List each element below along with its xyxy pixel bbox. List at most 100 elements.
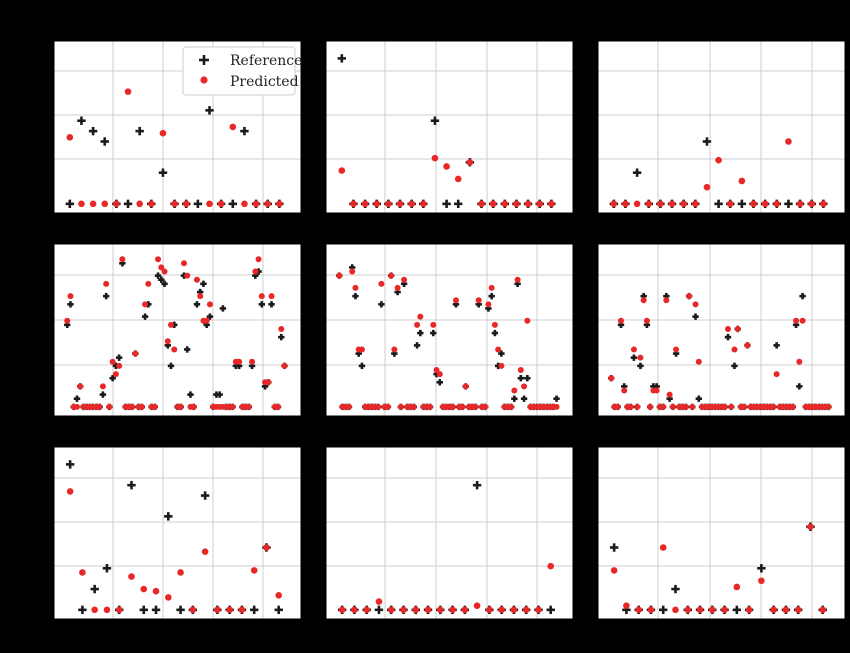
plot-area: [326, 244, 573, 416]
predicted-point: [522, 606, 530, 614]
predicted-point: [338, 606, 346, 614]
predicted-point: [478, 200, 485, 208]
reference-point: [430, 329, 437, 337]
predicted-point: [796, 358, 803, 365]
plot-frame: [597, 446, 846, 620]
predicted-point: [142, 301, 149, 308]
reference-point: [109, 374, 116, 382]
predicted-point: [498, 362, 505, 369]
predicted-point: [184, 272, 191, 279]
predicted-point: [206, 301, 213, 308]
reference-point: [374, 605, 384, 615]
predicted-point: [621, 387, 628, 394]
reference-point: [73, 395, 81, 402]
reference-point: [193, 301, 201, 308]
predicted-point: [168, 321, 175, 328]
reference-point: [278, 333, 285, 341]
predicted-point: [384, 403, 391, 410]
predicted-point: [514, 276, 521, 283]
predicted-point: [177, 403, 184, 410]
predicted-point: [67, 293, 74, 300]
predicted-point: [610, 567, 618, 574]
predicted-point: [401, 276, 408, 283]
reference-point: [100, 137, 109, 146]
predicted-point: [136, 200, 143, 208]
predicted-point: [433, 366, 440, 373]
reference-point: [472, 480, 482, 490]
plot-frame: [597, 40, 846, 214]
reference-point: [430, 116, 440, 125]
reference-point: [488, 292, 495, 300]
subplot-2-1: [53, 243, 302, 417]
predicted-point: [782, 606, 790, 614]
predicted-point: [510, 606, 518, 614]
predicted-point: [424, 606, 432, 614]
predicted-point: [263, 544, 270, 551]
predicted-point: [180, 260, 187, 267]
reference-point: [249, 605, 259, 615]
predicted-point: [489, 200, 497, 208]
predicted-point: [103, 280, 110, 287]
reference-point: [77, 116, 86, 125]
predicted-point: [630, 346, 637, 353]
predicted-point: [336, 272, 343, 279]
predicted-point: [132, 350, 139, 357]
reference-point: [731, 362, 738, 370]
reference-point: [524, 374, 531, 382]
predicted-point: [420, 200, 427, 208]
predicted-point: [770, 403, 777, 410]
predicted-point: [825, 403, 832, 410]
predicted-point: [129, 403, 136, 410]
reference-point: [659, 605, 668, 615]
subplot-1-2: [325, 40, 574, 214]
predicted-point: [553, 403, 560, 410]
predicted-point: [349, 268, 356, 275]
series-predicted: [338, 562, 555, 614]
reference-point: [695, 395, 702, 402]
reference-point: [702, 137, 712, 146]
predicted-point: [164, 338, 171, 345]
series-predicted: [610, 523, 827, 614]
predicted-point: [394, 284, 401, 291]
predicted-point: [358, 346, 365, 353]
reference-point: [258, 301, 266, 308]
reference-point: [417, 329, 424, 337]
predicted-point: [255, 256, 262, 263]
predicted-point: [164, 594, 172, 601]
predicted-point: [238, 606, 246, 614]
predicted-point: [229, 403, 236, 410]
predicted-point: [443, 163, 450, 170]
predicted-point: [101, 200, 109, 208]
predicted-point: [155, 256, 162, 263]
series-predicted: [66, 488, 283, 614]
predicted-point: [721, 606, 728, 614]
predicted-point: [659, 544, 667, 551]
reference-point: [799, 292, 806, 300]
predicted-point: [258, 293, 265, 300]
predicted-point: [796, 200, 804, 208]
predicted-point: [375, 403, 382, 410]
predicted-point: [375, 598, 383, 605]
reference-point: [123, 199, 133, 209]
predicted-point: [363, 606, 370, 614]
legend-predicted-marker: [200, 76, 208, 84]
predicted-point: [475, 297, 482, 304]
predicted-point: [89, 200, 97, 208]
predicted-point: [427, 403, 434, 410]
reference-point: [65, 199, 75, 209]
reference-point: [167, 362, 175, 370]
reference-point: [115, 354, 123, 361]
predicted-point: [473, 602, 481, 609]
predicted-point: [397, 403, 404, 410]
predicted-point: [276, 200, 283, 208]
reference-point: [161, 280, 168, 288]
predicted-point: [666, 391, 673, 398]
reference-point: [127, 480, 136, 490]
predicted-point: [660, 403, 667, 410]
predicted-point: [138, 403, 145, 410]
predicted-point: [177, 569, 184, 576]
predicted-point: [459, 403, 466, 410]
predicted-point: [203, 317, 210, 324]
predicted-point: [119, 256, 126, 263]
